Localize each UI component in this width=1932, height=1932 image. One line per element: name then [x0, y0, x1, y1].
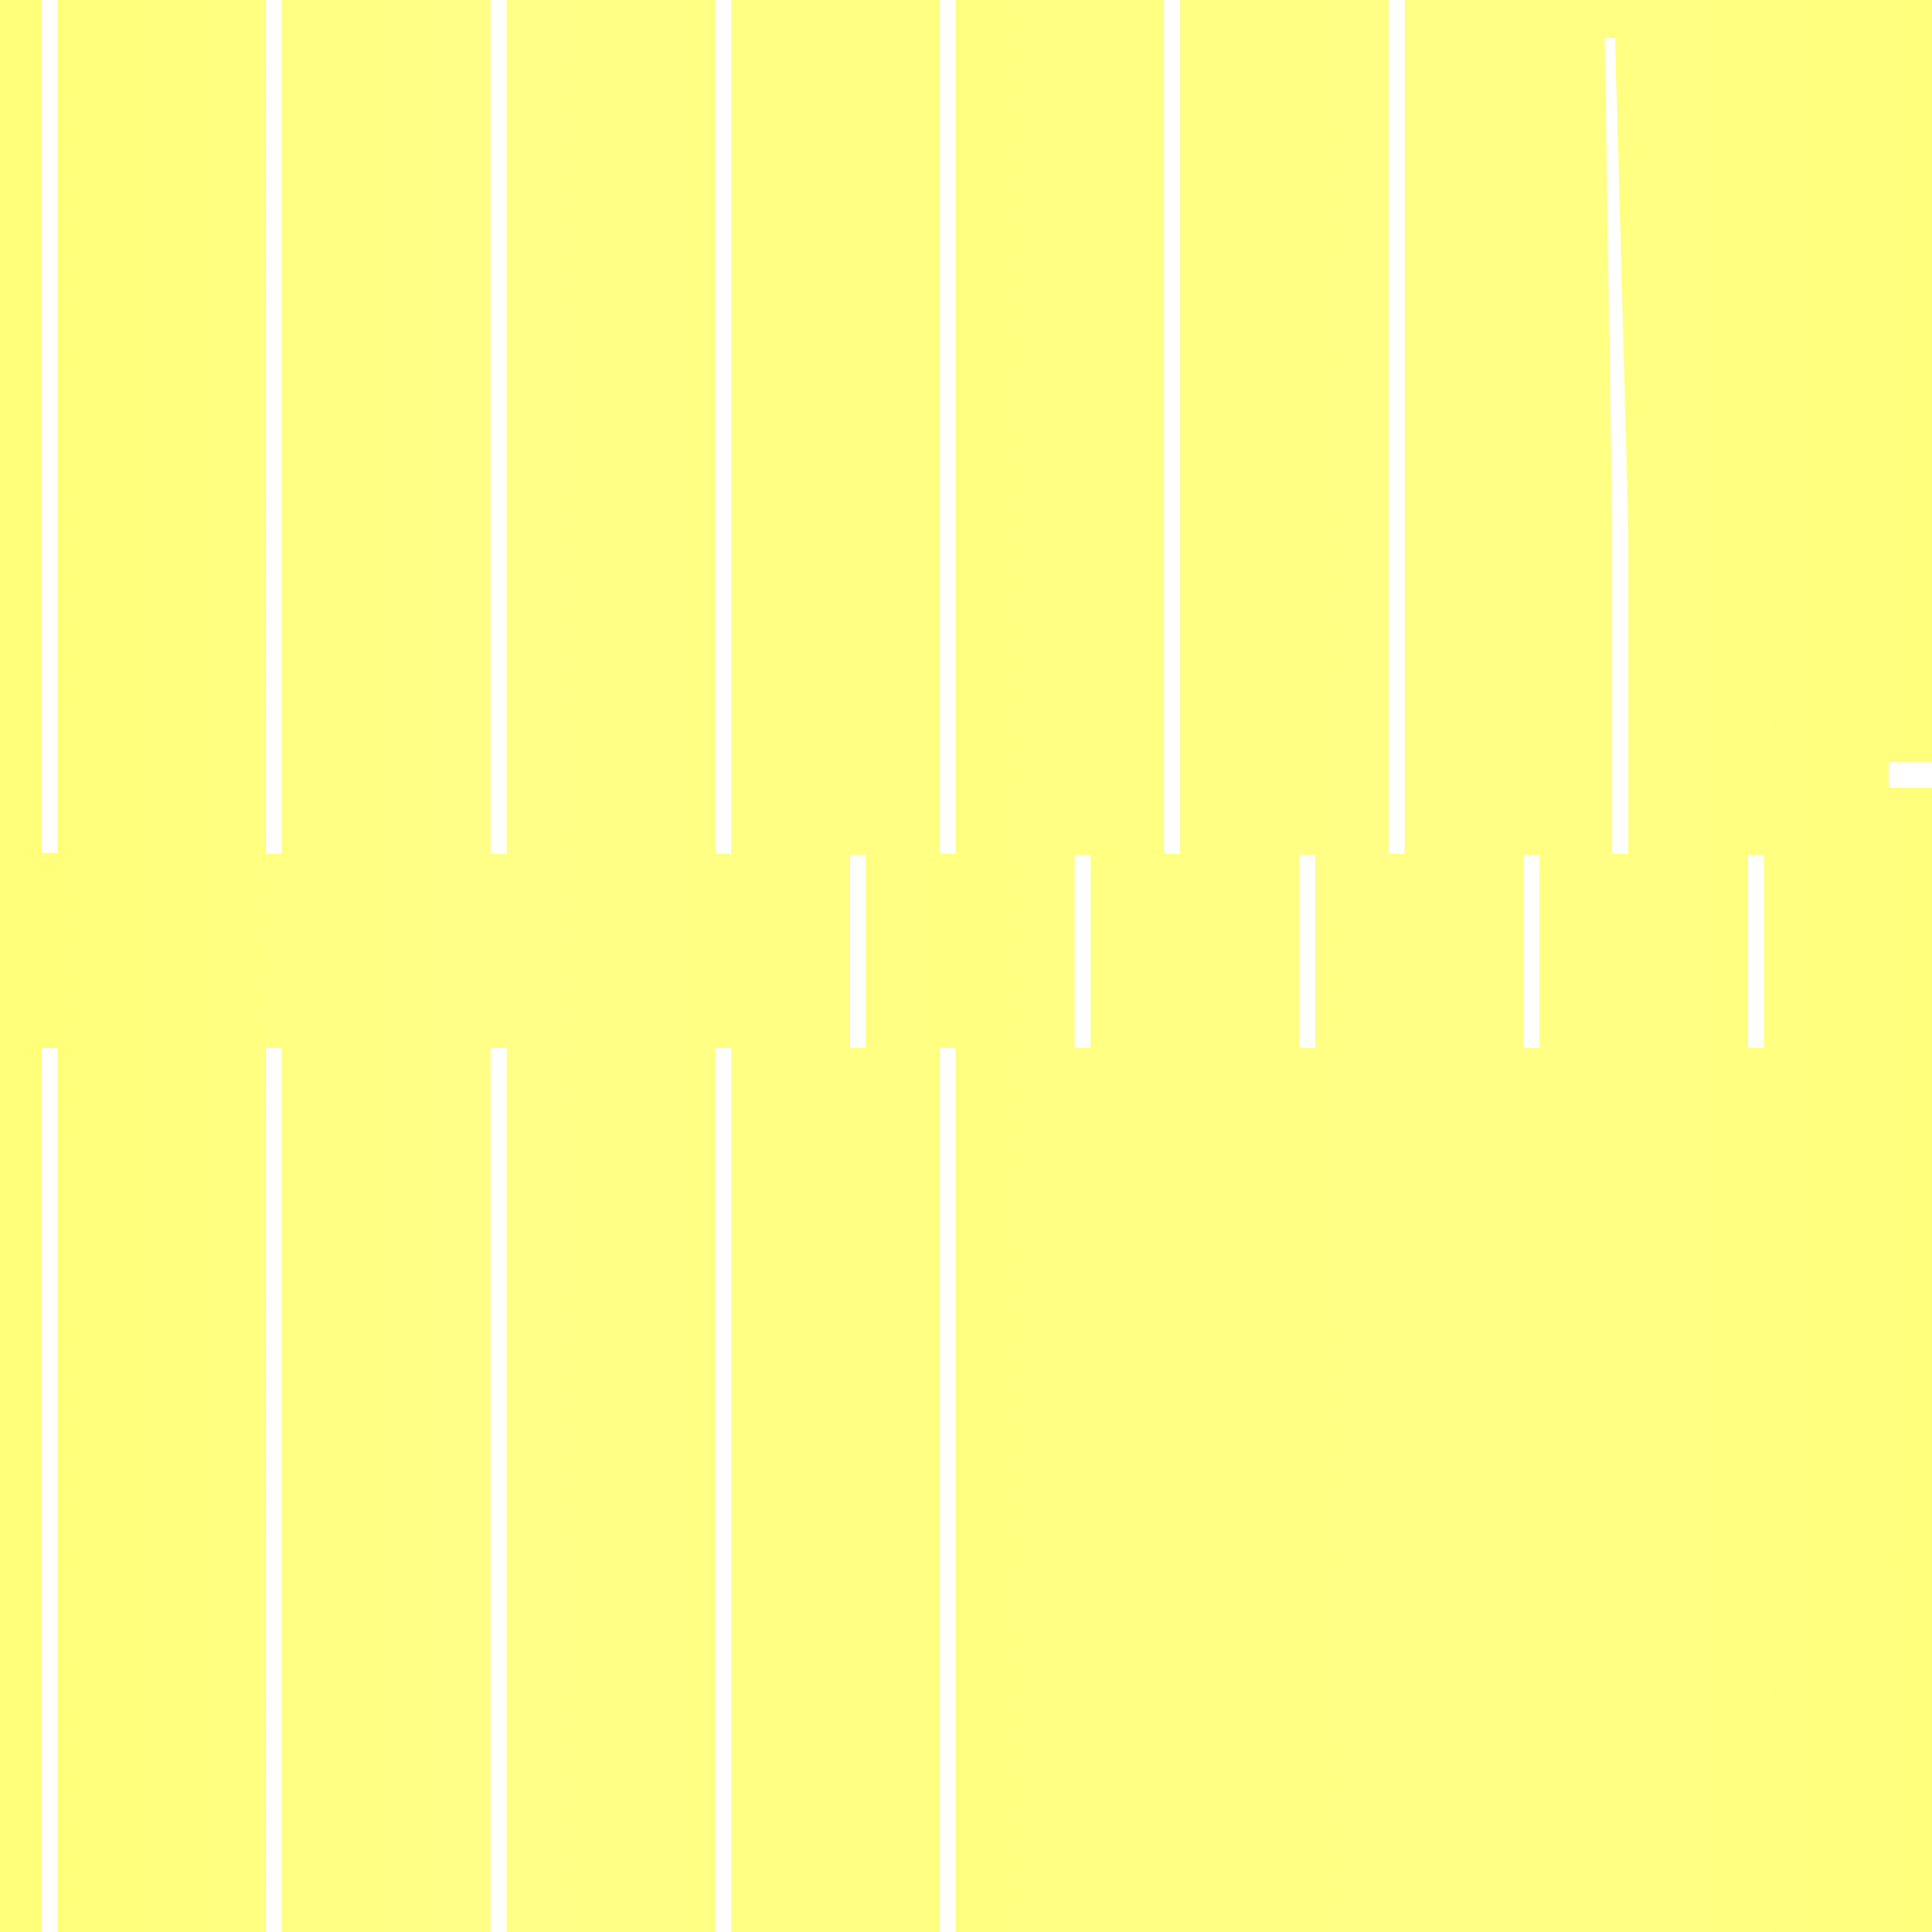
- middle-segment-3: [1299, 855, 1315, 1048]
- top-vertical-lines: [42, 0, 1628, 854]
- bottom-line-3: [491, 1048, 507, 1932]
- right-edge-tick: [1889, 762, 1932, 788]
- bottom-line-4: [715, 1048, 731, 1932]
- middle-segment-4: [1524, 855, 1540, 1048]
- middle-vertical-segments: [850, 855, 1764, 1048]
- top-line-8-tapered: [1605, 38, 1628, 854]
- top-line-4: [715, 0, 731, 854]
- top-line-6: [1164, 0, 1180, 854]
- top-line-3: [491, 0, 507, 854]
- bottom-line-5: [940, 1048, 956, 1932]
- middle-segment-2: [1074, 855, 1091, 1048]
- middle-segment-1: [850, 855, 866, 1048]
- top-line-2: [266, 0, 282, 854]
- bottom-line-2: [266, 1048, 282, 1932]
- middle-segment-5: [1748, 855, 1764, 1048]
- top-line-7: [1389, 0, 1405, 854]
- bottom-vertical-lines: [42, 1048, 956, 1932]
- top-line-1: [42, 0, 58, 853]
- bottom-line-1: [42, 1048, 58, 1932]
- top-line-5: [940, 0, 956, 854]
